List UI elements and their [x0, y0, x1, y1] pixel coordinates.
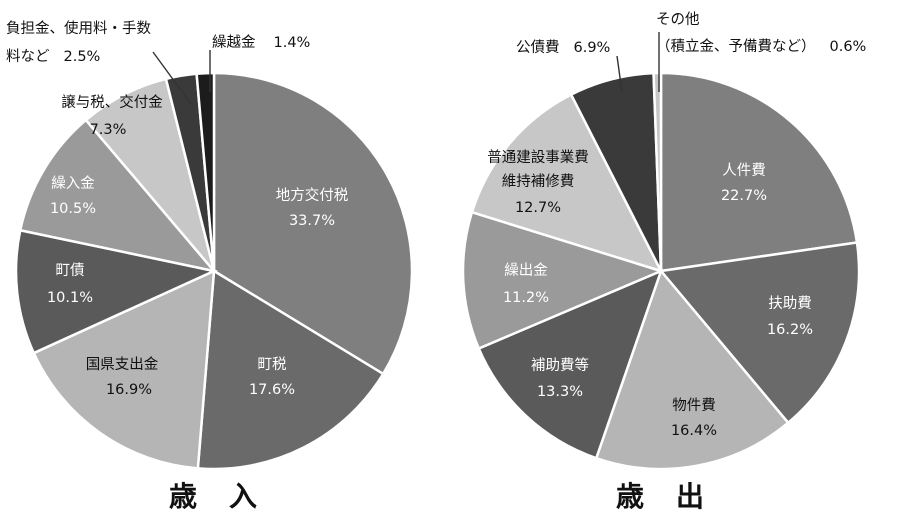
exp-label-personnel: 人件費: [722, 162, 766, 179]
rev-value-local-tax: 33.7%: [289, 213, 335, 229]
exp-label-debt: 公債費 6.9%: [516, 39, 610, 56]
rev-label-town-bond: 町債: [56, 262, 85, 279]
exp-label-other-line1: その他: [656, 11, 700, 28]
leader-line-rev-fee: [152, 51, 192, 105]
expenditure-slice-7: [652, 71, 663, 272]
exp-value-personnel: 22.7%: [721, 188, 767, 204]
exp-label-subsidies: 補助費等: [531, 356, 589, 374]
exp-value-subsidies: 13.3%: [537, 384, 583, 400]
rev-label-transfer-tax: 譲与税、交付金: [61, 93, 163, 111]
exp-value-transfer-out: 11.2%: [503, 290, 549, 306]
expenditure-title: 歳 出: [616, 480, 706, 513]
rev-label-national-pref: 国県支出金: [86, 356, 159, 373]
rev-label-fees-line1: 負担金、使用料・手数: [6, 20, 151, 37]
revenue-slice-2: [32, 268, 216, 470]
expenditure-slice-4: [461, 210, 665, 351]
expenditure-labels: 人件費 22.7% 扶助費 16.2% 物件費 16.4% 補助費等 13.3%…: [487, 11, 866, 439]
rev-label-transfer-in: 繰入金: [51, 175, 95, 192]
rev-label-town-tax: 町税: [258, 356, 287, 373]
revenue-slice-4: [18, 118, 218, 273]
expenditure-slice-5: [470, 92, 664, 274]
expenditure-slice-0: [659, 71, 859, 273]
revenue-slice-7: [195, 71, 216, 272]
exp-label-construction-line2: 維持補修費: [502, 173, 575, 190]
leader-line-exp-debt: [616, 55, 623, 93]
rev-value-transfer-in: 10.5%: [50, 201, 96, 217]
exp-label-goods: 物件費: [672, 397, 716, 414]
exp-label-other-line2: （積立金、予備費など） 0.6%: [656, 38, 866, 55]
rev-label-fees-line2: 料など 2.5%: [6, 48, 100, 65]
rev-value-national-pref: 16.9%: [106, 382, 152, 398]
revenue-pie-chart: [14, 71, 414, 471]
rev-label-carryover: 繰越金 1.4%: [212, 34, 310, 51]
expenditure-pie-chart: [461, 71, 861, 471]
exp-label-transfer-out: 繰出金: [504, 262, 548, 279]
expenditure-slice-1: [658, 241, 861, 425]
exp-value-construction: 12.7%: [515, 200, 561, 216]
exp-value-welfare: 16.2%: [767, 322, 813, 338]
exp-value-goods: 16.4%: [671, 423, 717, 439]
exp-label-welfare: 扶助費: [768, 295, 812, 312]
revenue-slice-1: [196, 268, 385, 471]
revenue-slice-0: [212, 71, 414, 376]
revenue-labels: 地方交付税 33.7% 町税 17.6% 国県支出金 16.9% 町債 10.1…: [6, 20, 349, 398]
rev-value-town-bond: 10.1%: [47, 290, 93, 306]
leader-lines: [152, 32, 660, 105]
rev-label-local-tax: 地方交付税: [276, 186, 349, 204]
exp-label-construction-line1: 普通建設事業費: [487, 149, 589, 166]
expenditure-slice-3: [477, 268, 664, 460]
rev-value-town-tax: 17.6%: [249, 382, 295, 398]
rev-value-transfer-tax: 7.3%: [90, 122, 127, 138]
revenue-title: 歳 入: [169, 480, 259, 513]
